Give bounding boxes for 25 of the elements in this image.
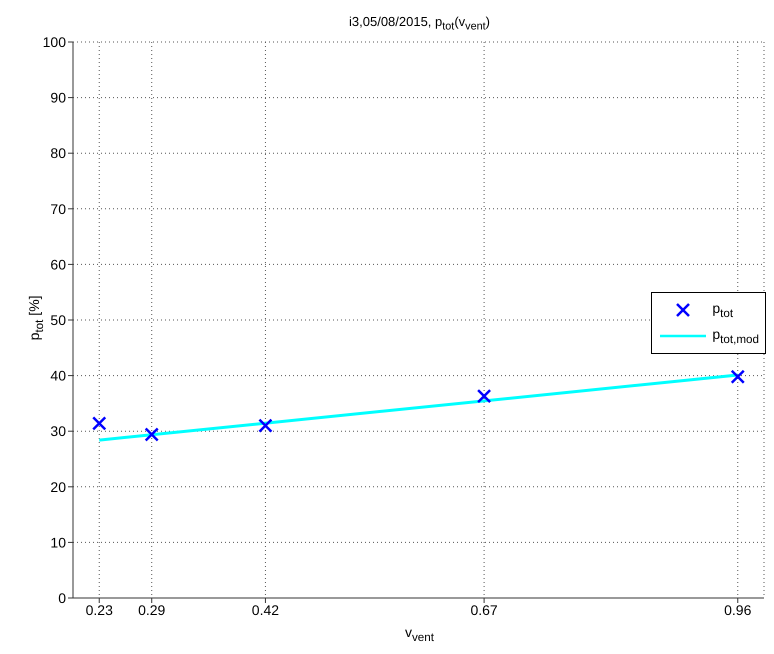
chart-title: i3,05/08/2015, p$_{tot}$(v$_{vent}$) — [348, 14, 491, 33]
y-tick-label: 80 — [50, 145, 66, 162]
y-tick-label: 10 — [50, 534, 66, 550]
y-tick-label: 60 — [50, 256, 66, 272]
y-tick-label: 0 — [58, 590, 66, 606]
point — [476, 388, 492, 404]
legend-label: p$_{tot}$ — [712, 300, 734, 320]
point — [92, 416, 106, 431]
y-tick-label: 100 — [42, 34, 66, 50]
y-tick-label: 50 — [50, 312, 66, 328]
point — [730, 369, 746, 384]
y-tick-label: 70 — [50, 200, 66, 217]
y-tick-label: 20 — [50, 478, 66, 495]
x-tick-label: 0.42 — [252, 602, 280, 618]
point — [144, 427, 159, 442]
x-tick-label: 0.23 — [86, 602, 114, 618]
x-tick-label: 0.67 — [470, 602, 498, 618]
point — [258, 418, 273, 433]
x-tick-label: 0.29 — [138, 602, 166, 618]
x-axis-title: v$_{vent}$ — [404, 624, 436, 644]
y-tick-label: 30 — [50, 423, 66, 440]
legend-label: p$_{tot,mod}$ — [712, 326, 759, 346]
y-tick-label: 90 — [50, 90, 66, 106]
x-tick-label: 0.96 — [724, 602, 752, 618]
y-tick-label: 40 — [50, 368, 66, 384]
